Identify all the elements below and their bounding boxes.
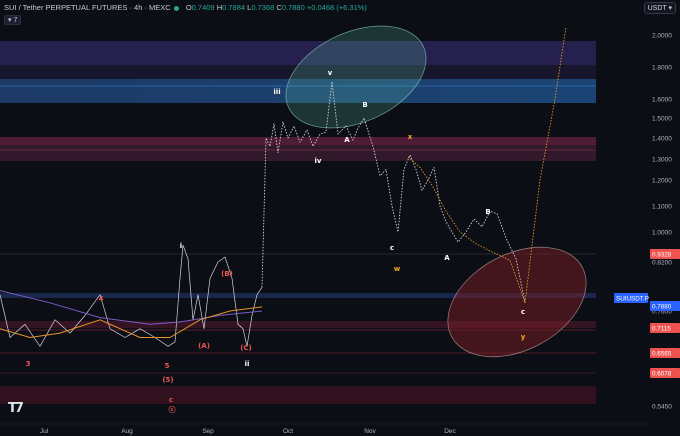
symbol-title[interactable]: SUI / Tether PERPETUAL FUTURES · 4h · ME… [4,3,171,12]
currency-button[interactable]: USDT ▾ [643,2,676,14]
price-tick-label: 0.5450 [652,404,672,411]
price-label-text: 0.6078 [652,371,672,378]
price-label-box [650,301,680,311]
price-label-text: SUIUSDT.P [616,296,649,303]
price-label-box [650,249,680,259]
wave-label: i [180,242,182,250]
wave-label: A [344,136,350,144]
low-label: L [247,3,252,12]
zone-blue-low [0,293,596,298]
price-label-box [650,323,680,333]
wave-label: B [485,208,490,216]
time-axis-ticks: Jul Aug Sep Oct Nov Dec [40,428,457,435]
time-tick-label: Jul [40,428,49,435]
tradingview-logo[interactable]: T7 [8,401,24,416]
wave-label: 3 [26,360,31,368]
price-label-box [650,368,680,378]
wave-label: ⓒ [169,405,176,414]
price-label-text: 0.6565 [652,351,672,358]
price-tick-label: 1.4000 [652,136,672,143]
target-ellipse-bottom[interactable] [429,225,605,379]
price-labels: 0.9328 SUIUSDT.P0.7880 0.7115 0.6565 0.6078 [614,249,680,378]
price-label-text: 0.7880 [652,304,672,311]
wave-label: c [390,244,394,252]
price-tick-label: 1.2000 [652,178,672,185]
wave-label: iii [273,88,280,96]
price-label-box [650,348,680,358]
time-tick-label: Nov [364,428,376,435]
wave-label: x [408,133,413,141]
zone-blue [0,79,596,103]
price-tick-label: 1.6000 [652,97,672,104]
zone-red-2 [0,145,596,161]
ma-line-orange [0,306,263,338]
change-value: +0.0468 (+6.31%) [306,3,367,12]
wave-label: c [169,396,173,404]
wave-label: ii [245,360,250,368]
wave-label: (C) [240,344,252,352]
high-value: 0.7884 [222,3,246,12]
price-label-text: 0.9328 [652,252,672,259]
projection-orange [407,26,567,304]
zone-red-1 [0,137,596,145]
time-tick-label: Aug [121,428,133,435]
price-tick-label: 1.5000 [652,116,672,123]
indicators-count: 7 [13,17,18,24]
price-tick-label: 1.3000 [652,157,672,164]
price-tick-label: 1.0000 [652,230,672,237]
price-tick-label: 1.1000 [652,204,672,211]
price-tick-label: 0.7600 [652,309,672,316]
price-tick-label: 0.8200 [652,260,672,267]
price-lines [0,26,567,347]
ma-line-purple [0,290,263,325]
zone-purple-band [0,65,596,79]
wave-label: (A) [198,342,210,350]
zone-red-low-2 [0,386,596,404]
open-value: 0.7409 [191,3,215,12]
wave-label: c [521,308,525,316]
ohlc-values: O0.7409 H0.7884 L0.7368 C0.7880 +0.0468 … [186,3,367,12]
price-label-box [614,293,648,303]
price-axis [648,0,680,436]
live-dot [173,5,179,11]
high-label: H [216,3,223,12]
price-tick-label: 2.0000 [652,33,672,40]
price-tick-label: 1.8000 [652,65,672,72]
target-ellipse-top[interactable] [270,6,442,148]
time-tick-label: Dec [444,428,456,435]
open-label: O [185,3,192,12]
indicators-toggle[interactable]: ▾ 7 [4,15,22,25]
wave-label: y [521,333,526,341]
wave-label: 5 [165,362,170,370]
time-tick-label: Sep [202,428,214,435]
wave-label: A [444,254,450,262]
time-tick-label: Oct [283,428,293,435]
wave-label: v [328,69,333,77]
wave-label: (5) [162,376,173,384]
price-label-text: 0.7115 [652,326,671,333]
low-value: 0.7368 [251,3,275,12]
wave-label: iv [315,157,322,165]
close-value: 0.7880 [281,3,305,12]
wave-label: w [394,265,401,273]
zone-red-low-1 [0,321,596,328]
price-axis-ticks: 2.0000 1.8000 1.6000 1.5000 1.4000 1.3000 1.20… [652,33,672,411]
close-label: C [276,3,282,12]
wave-label: (B) [221,270,233,278]
symbol-header[interactable]: SUI / Tether PERPETUAL FUTURES · 4h · ME… [4,3,367,12]
wave-label: 4 [99,295,104,303]
wave-label: B [362,101,367,109]
zone-purple-top [0,41,596,65]
